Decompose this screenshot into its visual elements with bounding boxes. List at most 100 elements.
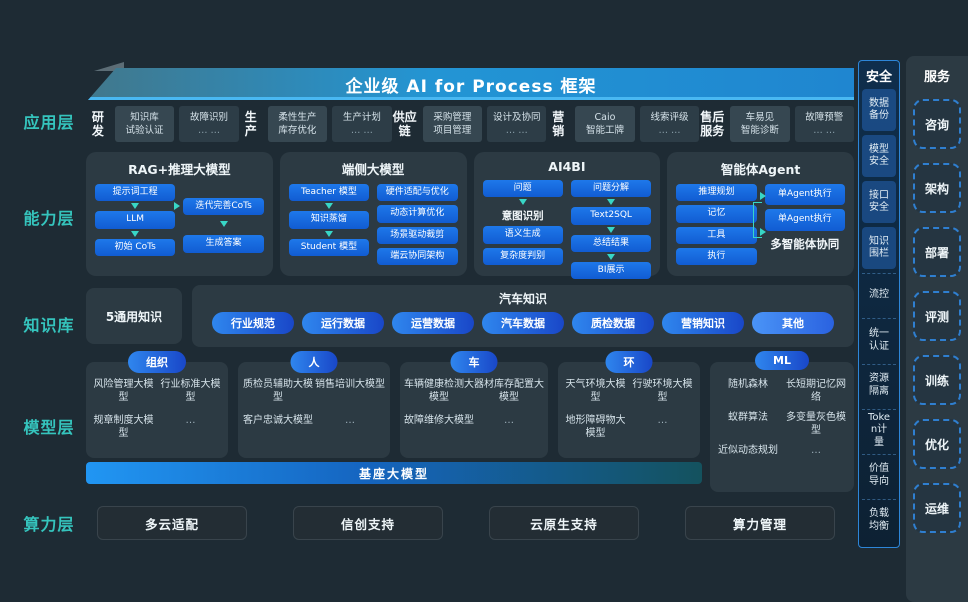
security-item-label: 流控 [869, 289, 889, 301]
flow-step: Text2SQL [570, 207, 652, 225]
layer-label-model: 模型层 [23, 418, 75, 437]
model-item: 近似动态规划 [718, 445, 778, 456]
app-feature-line: … … [813, 124, 836, 136]
agent-exec-box: 单Agent执行 [764, 209, 845, 231]
agent-component: 记忆 [676, 205, 757, 223]
flow-step: 复杂度判别 [482, 247, 563, 265]
model-item-ellipsis: … [657, 415, 668, 426]
app-feature-line: 故障识别 [190, 112, 229, 124]
panel-edge-model: 端侧大模型 Teacher 模型 知识蒸馏 Student 模型 硬件适配与优化… [279, 152, 467, 276]
compute-item-cloudnative: 云原生支持 [489, 506, 639, 540]
model-group-people: 人 质检员辅助大模型 销售培训大模型 客户忠诚大模型 … [238, 351, 390, 458]
model-item: 风险管理大模型 [93, 379, 154, 403]
app-feature-line: … … [505, 124, 528, 136]
foundation-model-bar: 基座大模型 [86, 462, 702, 484]
security-item: 统一认证 [862, 318, 896, 361]
arrow-down-icon [131, 203, 140, 210]
knowledge-pill: 营销知识 [662, 312, 744, 334]
security-item-label: 接口安全 [869, 189, 889, 214]
flow-step: 问题分解 [570, 180, 652, 198]
agent-left-stack: 推理规划 记忆 工具 执行 [676, 184, 757, 265]
layer-label-capability: 能力层 [23, 209, 75, 228]
security-item: 价值导向 [862, 453, 896, 497]
layer-label-knowledge: 知识库 [23, 316, 75, 335]
service-item-operations: 运维 [913, 483, 961, 533]
app-group-label: 营销 [552, 109, 565, 138]
model-item: 车辆健康检测大模型 [404, 379, 474, 403]
app-feature-line: 采购管理 [433, 112, 472, 124]
service-item-training: 训练 [913, 355, 961, 405]
flow-step: 生成答案 [183, 235, 264, 253]
app-group-label: 研发 [91, 109, 104, 138]
security-item-label: 负载均衡 [869, 508, 889, 532]
capability-item: 动态计算优化 [377, 205, 458, 223]
security-title: 安全 [865, 70, 892, 85]
flow-step: LLM [95, 211, 176, 229]
model-item: 蚁群算法 [728, 412, 768, 423]
arrow-down-icon [518, 199, 527, 206]
model-group-organization: 组织 风险管理大模型 行业标准大模型 规章制度大模型 … [86, 351, 228, 458]
arrow-down-icon [131, 230, 140, 237]
app-group-label: 售后服务 [700, 109, 725, 138]
knowledge-pill: 运行数据 [302, 312, 384, 334]
agent-caption: 多智能体协同 [770, 236, 840, 251]
services-column: 服务 咨询 架构 部署 评测 训练 优化 运维 [906, 56, 968, 602]
arrow-right-icon [759, 228, 766, 236]
panel-title: 端侧大模型 [341, 162, 405, 177]
security-item-label: 统一认证 [869, 328, 889, 352]
app-feature-line: … … [350, 124, 373, 136]
knowledge-pill: 运营数据 [392, 312, 474, 334]
security-item-label: 资源隔离 [869, 373, 889, 397]
arrow-down-icon [607, 226, 616, 233]
flow-step: Student 模型 [288, 238, 370, 256]
app-feature-line: 生产计划 [342, 112, 381, 124]
general-knowledge-box: 5通用知识 [86, 288, 182, 344]
knowledge-pill: 质检数据 [572, 312, 654, 334]
security-item-label: 价值导向 [869, 463, 889, 487]
knowledge-pill: 汽车数据 [482, 312, 564, 334]
arrow-down-icon [324, 203, 333, 210]
flow-step: 提示词工程 [95, 184, 176, 202]
model-item: 天气环境大模型 [565, 379, 626, 403]
service-item-architecture: 架构 [913, 163, 961, 213]
ai4bi-left-flow: 问题 意图识别 语义生成 复杂度判别 [482, 180, 563, 279]
model-item: 客户忠诚大模型 [243, 415, 313, 426]
app-group-marketing: 营销 Caio 智能工牌 线索评级 … … [546, 106, 700, 142]
compute-item-xinchuang: 信创支持 [293, 506, 443, 540]
security-item-label: 模型安全 [869, 143, 889, 168]
app-feature-box: 采购管理 项目管理 [422, 106, 483, 142]
banner-corner-decoration [94, 62, 124, 71]
ai4bi-right-flow: 问题分解 Text2SQL 总结结果 BI展示 [570, 180, 652, 279]
app-feature-line: 库存优化 [278, 124, 317, 136]
security-item: 资源隔离 [862, 363, 896, 407]
app-feature-line: … … [198, 124, 221, 136]
app-feature-line: 柔性生产 [278, 112, 317, 124]
flow-step: 语义生成 [482, 226, 563, 244]
security-item: 负载均衡 [862, 498, 896, 542]
flow-step: BI展示 [570, 261, 652, 279]
security-item-label: 数据备份 [869, 97, 889, 122]
model-item: 规章制度大模型 [93, 415, 154, 439]
arrow-down-icon [219, 221, 228, 228]
app-feature-box: 柔性生产 库存优化 [267, 106, 328, 142]
rag-right-flow: 迭代完善CoTs 生成答案 [174, 184, 264, 256]
agent-exec-box: 单Agent执行 [764, 184, 845, 206]
panel-title: AI4BI [548, 159, 586, 174]
service-item-evaluation: 评测 [913, 291, 961, 341]
app-feature-line: 智能诊断 [740, 124, 779, 136]
app-group-label: 供应链 [392, 109, 417, 138]
flow-label: 意图识别 [501, 210, 544, 223]
app-group-rd: 研发 知识库 试验认证 故障识别 … … [86, 106, 239, 142]
application-layer-row: 研发 知识库 试验认证 故障识别 … … 生产 柔性生产 库存优化 生产计划 …… [86, 101, 854, 147]
model-group-badge: 环 [605, 351, 653, 373]
app-feature-box: 车易见 智能诊断 [730, 106, 790, 142]
app-feature-box: 故障识别 … … [179, 106, 239, 142]
app-feature-line: 故障预警 [805, 112, 844, 124]
app-feature-box: 线索评级 … … [639, 106, 700, 142]
automotive-knowledge-panel: 汽车知识 行业规范 运行数据 运营数据 汽车数据 质检数据 营销知识 其他 [192, 285, 854, 347]
security-item: 接口安全 [862, 181, 896, 224]
panel-title: 智能体Agent [720, 162, 801, 177]
flow-step: 问题 [482, 180, 563, 198]
app-feature-box: 故障预警 … … [794, 106, 854, 142]
knowledge-pill: 其他 [752, 312, 834, 334]
